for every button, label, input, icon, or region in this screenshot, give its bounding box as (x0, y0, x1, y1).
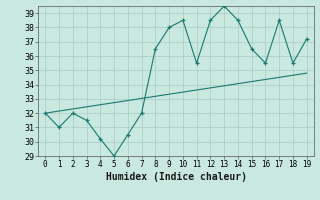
X-axis label: Humidex (Indice chaleur): Humidex (Indice chaleur) (106, 172, 246, 182)
